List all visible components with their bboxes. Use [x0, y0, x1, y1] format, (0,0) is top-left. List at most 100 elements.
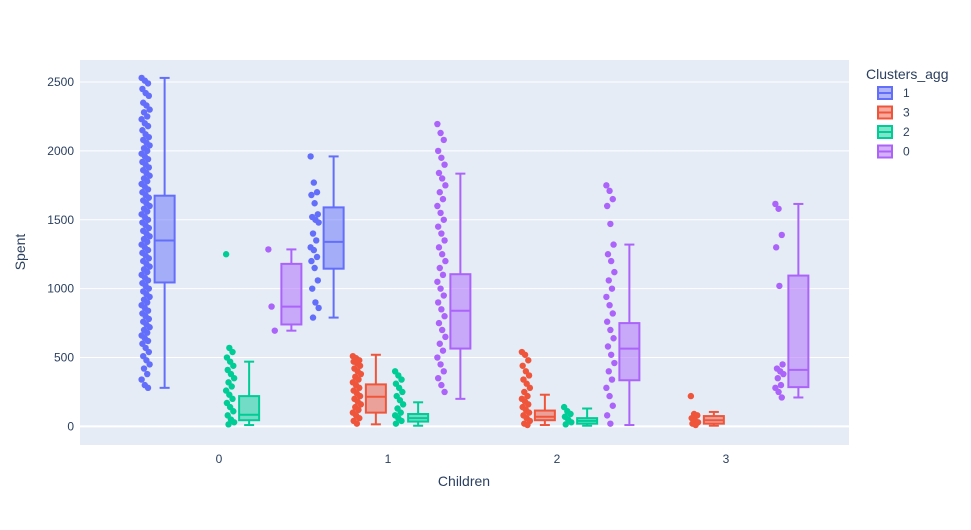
- data-point: [307, 153, 314, 160]
- data-point: [144, 186, 152, 193]
- data-point: [222, 251, 230, 258]
- data-point: [357, 401, 365, 408]
- data-point: [146, 361, 153, 368]
- x-tick-label: 2: [554, 452, 561, 466]
- data-point: [144, 384, 152, 392]
- data-point: [145, 194, 153, 201]
- data-point: [315, 219, 322, 226]
- data-point: [268, 303, 275, 310]
- data-point: [353, 420, 361, 427]
- data-point: [434, 120, 441, 128]
- data-point: [603, 412, 611, 419]
- data-point: [438, 381, 445, 389]
- data-point: [777, 381, 785, 389]
- legend-item-1[interactable]: 1: [877, 86, 910, 100]
- data-point: [144, 370, 151, 378]
- data-point: [314, 211, 322, 218]
- data-point: [604, 251, 612, 258]
- data-point: [440, 136, 447, 144]
- x-axis-label: Children: [438, 473, 490, 489]
- box: [364, 383, 387, 414]
- y-tick-label: 1000: [47, 282, 74, 296]
- data-point: [519, 362, 526, 369]
- data-point: [439, 271, 447, 279]
- data-point: [603, 384, 610, 392]
- data-point: [692, 421, 699, 429]
- box: [787, 274, 810, 389]
- data-point: [145, 92, 153, 100]
- data-point: [609, 195, 616, 203]
- legend-title: Clusters_agg: [866, 66, 949, 82]
- data-point: [356, 414, 363, 422]
- x-tick-label: 1: [385, 452, 392, 466]
- data-point: [772, 244, 780, 251]
- legend-label: 3: [903, 106, 910, 120]
- data-point: [604, 343, 612, 350]
- legend[interactable]: Clusters_agg 1 3 2 0: [866, 66, 949, 159]
- data-point: [229, 395, 236, 403]
- legend-item-3[interactable]: 3: [877, 105, 910, 120]
- data-point: [436, 264, 443, 272]
- data-point: [356, 392, 364, 400]
- data-point: [441, 161, 448, 168]
- data-point: [144, 122, 152, 130]
- data-point: [397, 409, 404, 416]
- data-point: [438, 251, 446, 258]
- legend-item-2[interactable]: 2: [877, 125, 910, 139]
- y-tick-label: 1500: [47, 213, 74, 227]
- legend-item-0[interactable]: 0: [877, 144, 910, 159]
- data-point: [435, 169, 443, 177]
- data-point: [145, 133, 153, 141]
- series-2: [222, 251, 599, 428]
- legend-label: 2: [903, 125, 910, 139]
- data-point: [435, 244, 443, 251]
- data-point: [434, 374, 442, 382]
- data-point: [524, 421, 531, 429]
- box: [533, 409, 556, 422]
- legend-label: 1: [903, 86, 910, 100]
- data-point: [144, 80, 152, 87]
- series-3: [349, 348, 725, 429]
- data-point: [609, 310, 616, 317]
- data-point: [606, 301, 613, 309]
- data-point: [438, 306, 445, 313]
- data-point: [780, 370, 787, 378]
- data-point: [144, 307, 152, 314]
- data-point: [440, 292, 447, 299]
- data-point: [144, 329, 151, 336]
- y-axis-label: Spent: [12, 234, 28, 271]
- data-point: [608, 376, 616, 383]
- data-point: [607, 326, 614, 334]
- data-point: [144, 147, 151, 155]
- data-point: [441, 388, 448, 396]
- data-point: [694, 412, 701, 419]
- data-point: [308, 191, 315, 199]
- data-point: [437, 361, 444, 368]
- data-point: [778, 394, 785, 401]
- data-point: [146, 324, 153, 331]
- data-point: [146, 202, 153, 210]
- box: [280, 262, 303, 326]
- y-tick-label: 2500: [47, 75, 74, 89]
- data-point: [356, 384, 363, 392]
- data-point: [146, 263, 153, 270]
- data-point: [309, 230, 317, 237]
- data-point: [606, 392, 613, 400]
- data-point: [439, 347, 447, 354]
- data-point: [138, 376, 145, 383]
- data-point: [567, 410, 574, 418]
- box: [322, 206, 345, 270]
- y-tick-label: 500: [54, 351, 74, 365]
- data-point: [525, 357, 532, 364]
- data-point: [145, 315, 153, 323]
- data-point: [311, 264, 318, 272]
- data-point: [438, 154, 445, 161]
- data-point: [607, 351, 615, 358]
- data-point: [146, 106, 153, 113]
- box: [618, 322, 641, 382]
- data-point: [144, 208, 151, 215]
- data-point: [435, 319, 443, 327]
- data-point: [440, 368, 447, 375]
- data-point: [265, 246, 272, 253]
- data-point: [230, 374, 238, 382]
